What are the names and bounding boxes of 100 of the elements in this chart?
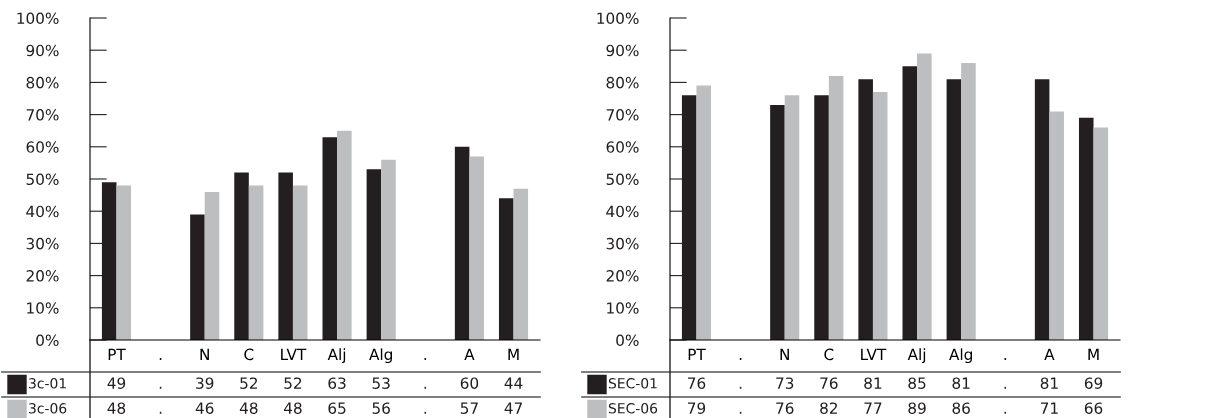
bar: [770, 104, 785, 340]
x-tick-label: N: [780, 348, 789, 360]
text: .: [159, 386, 162, 389]
x-tick-label: .: [424, 358, 427, 360]
y-tick-label: 0%: [616, 334, 639, 347]
y-tick-label: 30%: [26, 237, 59, 250]
bar: [322, 137, 338, 340]
y-tick-label: 80%: [26, 76, 59, 89]
data-label: 81: [864, 377, 882, 389]
y-tick-label: 20%: [26, 270, 59, 282]
data-label: 81: [1040, 377, 1058, 389]
y-tick-label: 10%: [27, 302, 59, 314]
data-label: 85: [908, 377, 926, 389]
data-label: 65: [328, 402, 346, 414]
y-tick-label: 70%: [606, 109, 639, 121]
legend-label: SEC-01: [608, 378, 657, 389]
data-label: 46: [195, 402, 214, 414]
bar: [248, 185, 264, 340]
bar: [784, 95, 800, 340]
data-label: 79: [688, 402, 706, 414]
x-tick-label: .: [159, 358, 162, 360]
data-label: 57: [460, 402, 478, 414]
legend-label: 3c-06: [29, 403, 67, 414]
y-tick-label: 100%: [597, 12, 639, 25]
data-label: 39: [196, 377, 214, 389]
x-tick-label: Alj: [907, 348, 926, 364]
legend-label: 3c-01: [29, 378, 66, 389]
y-tick-label: 20%: [606, 270, 639, 282]
x-tick-label: LVT: [281, 348, 307, 360]
text: .: [1004, 386, 1007, 389]
x-tick-label: A: [464, 348, 475, 360]
text: .: [739, 411, 742, 414]
data-label: 81: [952, 377, 970, 389]
x-tick-label: PT: [108, 348, 126, 360]
bar: [381, 159, 396, 340]
x-tick-label: PT: [688, 348, 706, 360]
bar: [828, 75, 844, 340]
text: .: [424, 386, 427, 389]
y-tick-label: 100%: [17, 12, 59, 25]
x-tick-label: M: [508, 348, 519, 360]
text: .: [159, 411, 162, 414]
data-label: 49: [107, 377, 126, 389]
data-label: 77: [864, 402, 882, 414]
data-label: 48: [283, 402, 302, 414]
data-label: 76: [820, 377, 838, 389]
y-tick-label: 70%: [26, 109, 59, 121]
data-label: 47: [504, 402, 522, 414]
bar: [1078, 117, 1094, 340]
bar: [858, 79, 873, 340]
bar: [946, 79, 962, 340]
bar: [366, 169, 382, 340]
bar: [872, 92, 888, 340]
bar: [337, 130, 352, 340]
bar: [278, 172, 293, 340]
bar: [498, 198, 514, 340]
bar: [469, 156, 484, 340]
bar: [902, 66, 918, 340]
bar: [190, 214, 205, 340]
x-tick-label: M: [1088, 348, 1099, 360]
y-tick-label: 30%: [606, 237, 639, 250]
data-label: 66: [1084, 402, 1103, 414]
y-tick-label: 90%: [606, 44, 639, 57]
data-label: 60: [460, 377, 479, 389]
data-label: 76: [776, 402, 794, 414]
text: .: [739, 386, 742, 389]
y-tick-label: 60%: [26, 141, 59, 153]
bar: [116, 185, 132, 340]
data-label: 76: [688, 377, 706, 389]
x-tick-label: C: [824, 348, 834, 361]
bar: [204, 191, 220, 340]
data-label: 52: [284, 377, 302, 389]
bar: [513, 188, 529, 340]
bar: [292, 185, 308, 340]
y-tick-label: 0%: [36, 334, 59, 347]
bar: [1093, 127, 1109, 340]
bar: [814, 95, 829, 340]
x-tick-label: Alj: [327, 348, 346, 364]
data-label: 53: [372, 377, 390, 389]
data-label: 56: [372, 402, 390, 414]
data-label: 82: [820, 402, 838, 414]
data-label: 44: [504, 377, 523, 389]
data-label: 69: [1084, 377, 1103, 389]
bar: [234, 172, 249, 340]
x-tick-label: A: [1044, 348, 1055, 360]
y-tick-label: 50%: [606, 173, 639, 186]
y-tick-label: 90%: [26, 44, 59, 57]
legend-label: SEC-06: [608, 403, 658, 414]
x-tick-label: Alg: [369, 348, 392, 364]
y-tick-label: 80%: [606, 76, 639, 89]
x-tick-label: LVT: [861, 348, 887, 360]
x-tick-label: .: [739, 358, 742, 360]
bar: [696, 85, 712, 340]
bar: [1034, 79, 1050, 340]
data-label: 63: [328, 377, 346, 389]
data-label: 73: [776, 377, 794, 389]
text: .: [1004, 411, 1007, 414]
data-label: 89: [908, 402, 926, 414]
x-tick-label: .: [1004, 358, 1007, 360]
y-tick-label: 40%: [26, 205, 59, 218]
y-tick-label: 10%: [607, 302, 639, 314]
